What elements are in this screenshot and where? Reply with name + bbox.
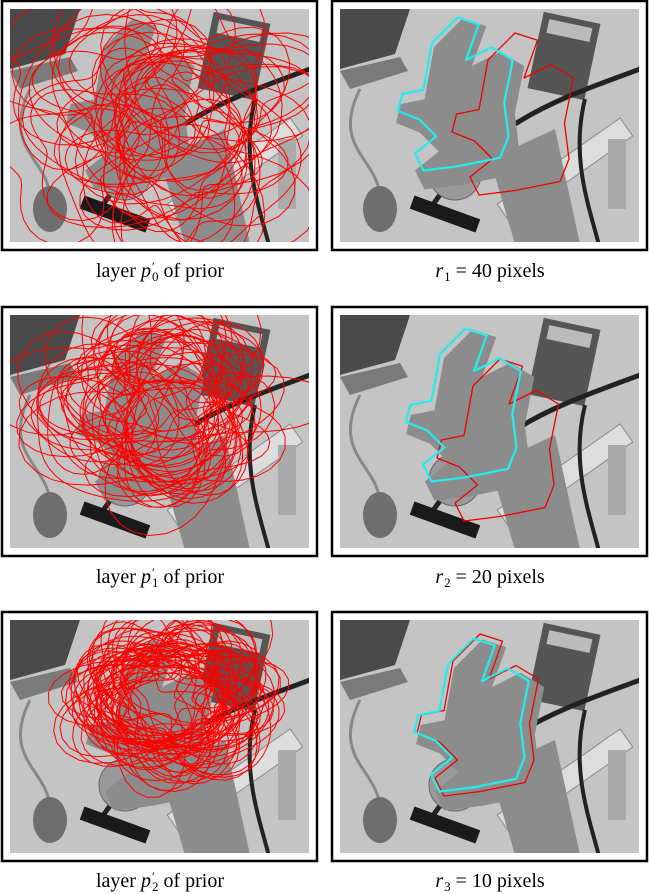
caption-text: of prior — [158, 870, 224, 892]
panel — [2, 589, 317, 861]
caption-text: of prior — [158, 260, 224, 282]
caption-text: layer — [96, 870, 141, 892]
caption-text: = 20 pixels — [451, 566, 545, 588]
mouse — [33, 186, 67, 232]
bottle — [278, 445, 296, 515]
caption: layer p′0 of prior — [1, 259, 319, 283]
mouse — [363, 186, 397, 232]
caption-text: = 10 pixels — [451, 870, 545, 892]
figure-panels — [0, 0, 649, 893]
panel — [0, 277, 332, 556]
caption-variable: p — [141, 870, 151, 892]
mouse — [33, 492, 67, 538]
caption-variable: r — [435, 566, 443, 588]
bottle — [608, 445, 626, 515]
panel — [332, 1, 647, 250]
caption-text: = 40 pixels — [451, 260, 545, 282]
bottle — [608, 750, 626, 820]
caption-text: of prior — [158, 566, 224, 588]
bottle — [608, 139, 626, 209]
caption-variable: p — [141, 260, 151, 282]
caption-variable: r — [435, 870, 443, 892]
panel — [332, 307, 647, 556]
photo — [10, 589, 310, 860]
caption: layer p′1 of prior — [1, 565, 319, 589]
caption-text: layer — [96, 566, 141, 588]
panel — [0, 0, 332, 285]
mouse — [363, 797, 397, 843]
caption-variable: r — [435, 260, 443, 282]
photo — [0, 277, 332, 555]
photo — [340, 620, 640, 860]
caption-text: layer — [96, 260, 141, 282]
bottle — [278, 750, 296, 820]
caption: r 2 = 20 pixels — [331, 565, 649, 589]
mouse — [363, 492, 397, 538]
photo — [340, 315, 640, 555]
caption: layer p′2 of prior — [1, 869, 319, 893]
photo — [340, 9, 640, 249]
mouse — [33, 797, 67, 843]
caption: r 1 = 40 pixels — [331, 259, 649, 283]
figure: layer p′0 of prior r 1 = 40 pixels layer p… — [0, 0, 649, 893]
caption: r 3 = 10 pixels — [331, 869, 649, 893]
caption-variable: p — [141, 566, 151, 588]
panel — [332, 612, 647, 861]
